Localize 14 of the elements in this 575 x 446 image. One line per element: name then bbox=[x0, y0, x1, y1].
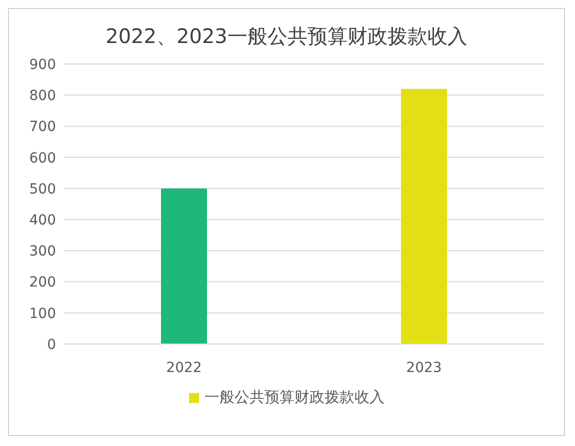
x-tick-label: 2022 bbox=[166, 360, 202, 376]
legend-label: 一般公共预算财政拨款收入 bbox=[204, 388, 384, 407]
chart-title: 2022、2023一般公共预算财政拨款收入 bbox=[104, 23, 468, 50]
y-tick-label: 800 bbox=[29, 88, 56, 104]
y-tick-label: 600 bbox=[29, 150, 56, 166]
x-tick-label: 2023 bbox=[406, 360, 442, 376]
y-tick-label: 100 bbox=[29, 306, 56, 322]
y-tick-label: 300 bbox=[29, 244, 56, 260]
y-tick-label: 400 bbox=[29, 212, 56, 229]
y-tick-label: 500 bbox=[29, 181, 56, 198]
y-tick-label: 900 bbox=[29, 56, 56, 73]
y-tick-label: 200 bbox=[29, 274, 56, 291]
y-tick-label: 700 bbox=[29, 119, 56, 136]
y-tick-label: 0 bbox=[47, 336, 56, 353]
